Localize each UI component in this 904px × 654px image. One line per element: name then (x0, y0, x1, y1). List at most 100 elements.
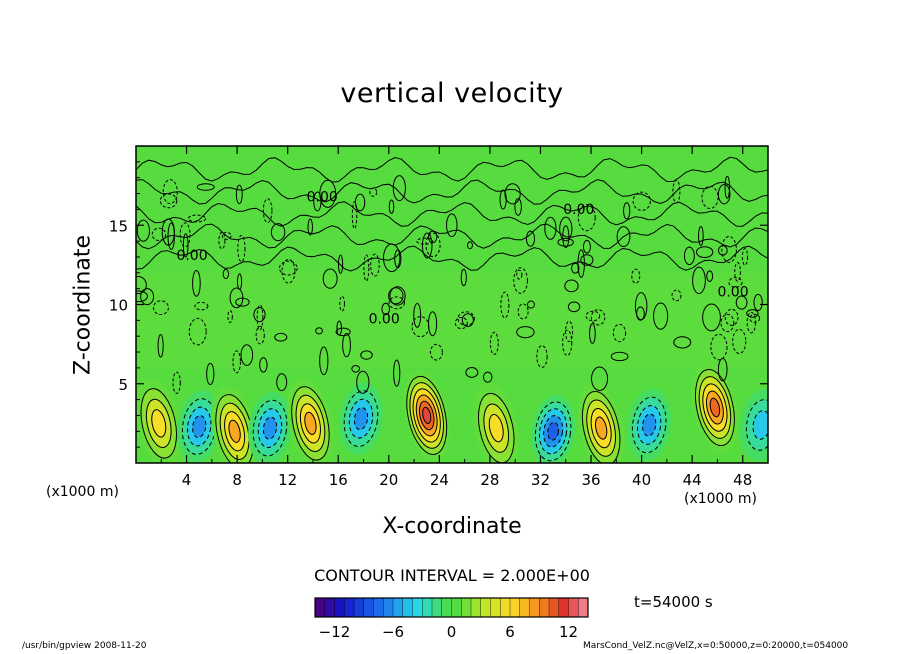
colorbar-segment (314, 597, 326, 618)
noise-contour (421, 232, 433, 259)
colorbar-segment (480, 597, 492, 618)
colorbar-segment (334, 597, 345, 618)
small-scale-contours: 0.00 0.00 0.00 0.00 0.00 (136, 156, 768, 394)
convective-cell (403, 370, 450, 461)
noise-contour (632, 191, 651, 211)
noise-contour (460, 268, 467, 287)
contour-level (353, 407, 369, 431)
noise-contour (236, 273, 243, 290)
noise-contour (724, 308, 739, 326)
noise-contour (196, 183, 215, 191)
noise-contour (235, 184, 243, 205)
noise-contour (360, 350, 373, 360)
noise-contour (728, 277, 743, 288)
noise-contour (514, 198, 522, 216)
noise-contour (322, 268, 338, 289)
convective-cell (211, 386, 258, 463)
noise-contour (307, 218, 313, 236)
noise-contour (706, 270, 714, 282)
colorbar-segment (509, 597, 521, 618)
noise-contour (428, 311, 438, 337)
noise-contour (577, 249, 585, 278)
contour-level (488, 413, 504, 443)
noise-contour (240, 344, 254, 366)
contour-level (547, 421, 559, 441)
noise-contour (392, 175, 406, 202)
colorbar-segment (529, 597, 540, 618)
contour-level (752, 410, 768, 440)
noise-contour (724, 175, 731, 199)
noise-contour (567, 301, 581, 313)
contour-level (304, 411, 317, 435)
noise-contour (337, 254, 344, 274)
noise-contour (354, 193, 366, 212)
noise-contour (227, 310, 233, 323)
noise-contour (188, 317, 207, 346)
x-unit-left: (x1000 m) (46, 484, 119, 500)
noise-contour (315, 327, 323, 335)
contour-value-label: 0.00 (563, 202, 594, 218)
noise-contour (623, 202, 631, 220)
colorbar-segment (568, 597, 579, 618)
noise-contour (559, 216, 573, 242)
contour-value-label: 0.00 (369, 312, 400, 328)
noise-contour (356, 370, 370, 394)
x-unit-right: (x1000 m) (684, 491, 757, 507)
noise-contour (394, 249, 402, 269)
noise-contour (467, 241, 473, 250)
convective-cell (739, 388, 768, 462)
noise-contour (281, 258, 296, 284)
x-tick-label: 16 (329, 471, 348, 489)
contour-level (709, 397, 721, 418)
contour-level (192, 415, 207, 438)
colorbar-segment (441, 597, 453, 618)
noise-contour (746, 311, 757, 334)
convective-cell (531, 395, 575, 463)
noise-contour (151, 227, 167, 242)
noise-contour (749, 313, 761, 323)
noise-contour (351, 364, 361, 373)
noise-contour (734, 262, 741, 282)
noise-contour (577, 204, 596, 232)
noise-contour (313, 191, 322, 212)
noise-contour (413, 303, 422, 328)
noise-contour (571, 262, 580, 274)
colorbar-segment (353, 597, 365, 618)
colorbar-segment (519, 597, 531, 618)
contour-level (594, 416, 608, 440)
noise-contour (222, 268, 230, 280)
time-label: t=54000 s (634, 593, 713, 611)
noise-contour (259, 357, 268, 373)
noise-contour (612, 323, 627, 343)
noise-contour (698, 226, 704, 246)
colorbar-segment (324, 597, 336, 618)
noise-contour (172, 371, 181, 394)
zero-contour-line (136, 245, 768, 272)
noise-contour (274, 332, 288, 342)
colorbar-segment (461, 597, 472, 618)
contour-level (228, 419, 241, 443)
noise-contour (335, 327, 351, 337)
noise-contour (753, 293, 763, 311)
footer-source: MarsCond_VelZ.nc@VelZ,x=0:50000,z=0:2000… (583, 641, 849, 651)
noise-contour (157, 334, 164, 358)
noise-contour (513, 267, 528, 294)
colorbar-segment (363, 597, 375, 618)
noise-contour (582, 239, 591, 254)
noise-contour (721, 235, 737, 263)
noise-contour (516, 269, 523, 280)
noise-contour (187, 214, 207, 223)
noise-contour (342, 332, 351, 358)
noise-contour (192, 269, 201, 297)
noise-contour (461, 313, 474, 327)
noise-contour (232, 350, 241, 374)
colorbar-segment (470, 597, 482, 618)
y-axis-label: Z-coordinate (70, 235, 96, 375)
colorbar: −12 −6 0 6 12 (314, 597, 589, 641)
noise-contour (710, 333, 728, 361)
noise-contour (388, 287, 404, 305)
colorbar-segment (392, 597, 404, 618)
noise-contour (499, 189, 507, 210)
